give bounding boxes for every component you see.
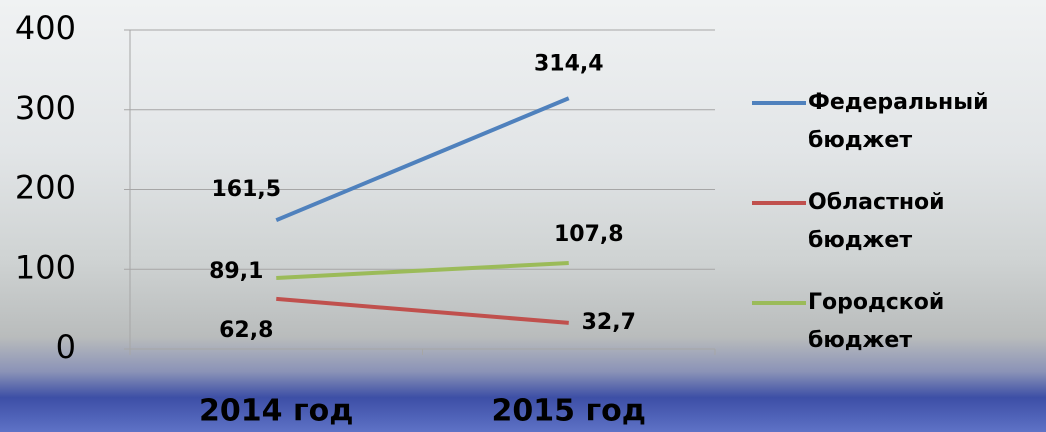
y-tick-label: 0 <box>56 328 76 366</box>
legend-label: Областной бюджет <box>808 190 945 253</box>
x-tick-label: 2014 год <box>199 394 353 429</box>
y-tick-label: 200 <box>15 169 76 207</box>
legend-item: Областной бюджет <box>752 184 1042 284</box>
legend-item: Федеральный бюджет <box>752 84 1042 184</box>
data-label: 89,1 <box>209 259 263 284</box>
legend-swatch <box>752 301 806 305</box>
data-label: 32,7 <box>582 310 636 335</box>
series-line <box>275 96 570 223</box>
legend-item: Городской бюджет <box>752 284 1042 384</box>
data-label: 161,5 <box>211 177 281 202</box>
y-tick-label: 300 <box>15 89 76 127</box>
legend-label: Федеральный бюджет <box>808 90 989 153</box>
y-tick-label: 100 <box>15 248 76 286</box>
series-line <box>276 296 569 325</box>
legend-swatch <box>752 101 806 105</box>
data-label: 314,4 <box>534 51 604 76</box>
series-line <box>276 261 569 280</box>
legend: Федеральный бюджет Областной бюджет Городс… <box>752 84 1042 384</box>
legend-swatch <box>752 201 806 205</box>
data-label: 107,8 <box>554 222 624 247</box>
legend-label: Городской бюджет <box>808 290 945 353</box>
y-tick-label: 400 <box>15 9 76 47</box>
data-label: 62,8 <box>219 318 273 343</box>
x-tick-label: 2015 год <box>492 394 646 429</box>
